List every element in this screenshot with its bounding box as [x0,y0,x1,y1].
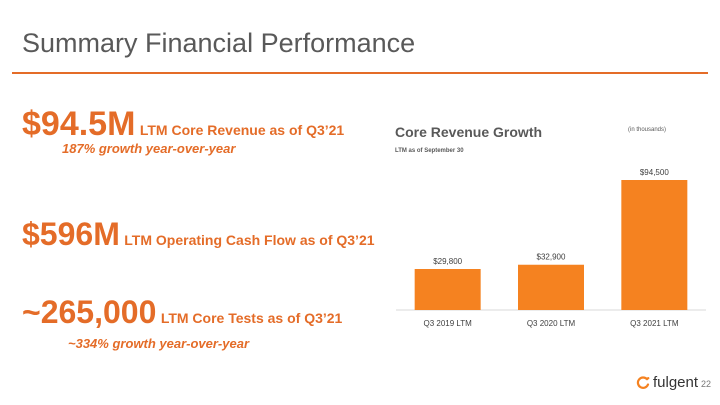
bar-value-label: $32,900 [537,253,566,262]
metric-note: 187% growth year-over-year [62,141,236,156]
x-tick-label: Q3 2020 LTM [527,319,576,328]
x-tick-label: Q3 2021 LTM [630,319,679,328]
metric-core-revenue: $94.5M LTM Core Revenue as of Q3’21 [22,105,344,144]
logo-text: fulgent [653,374,699,391]
metric-note: ~334% growth year-over-year [68,336,250,351]
page-number: 22 [701,379,712,389]
metric-value: ~265,000 [22,294,157,330]
bar-2 [518,264,584,310]
company-logo: fulgent [636,374,698,391]
metric-label: LTM Core Revenue as of Q3’21 [139,122,345,138]
title-divider [12,72,708,74]
fulgent-logo-icon [636,375,650,389]
metric-value: $94.5M [22,105,136,143]
page-title: Summary Financial Performance [22,28,416,58]
metric-operating-cash-flow: $596M LTM Operating Cash Flow as of Q3’2… [22,216,375,253]
metric-value: $596M [22,216,120,252]
chart-units-note: (in thousands) [628,127,667,133]
metric-core-tests: ~265,000 LTM Core Tests as of Q3’21 [22,294,342,331]
bar-value-label: $94,500 [640,168,669,177]
bar-value-label: $29,800 [433,257,462,266]
chart-title: Core Revenue Growth [395,124,543,140]
bar-1 [414,269,481,310]
bar-3 [621,180,688,310]
metric-label: LTM Core Tests as of Q3’21 [160,310,343,326]
revenue-bar-chart: $29,800 Q3 2019 LTM $32,900 Q3 2020 LTM $94,… [396,168,706,328]
metric-label: LTM Operating Cash Flow as of Q3’21 [124,232,375,248]
chart-subtitle: LTM as of September 30 [395,148,464,154]
x-tick-label: Q3 2019 LTM [424,319,473,328]
